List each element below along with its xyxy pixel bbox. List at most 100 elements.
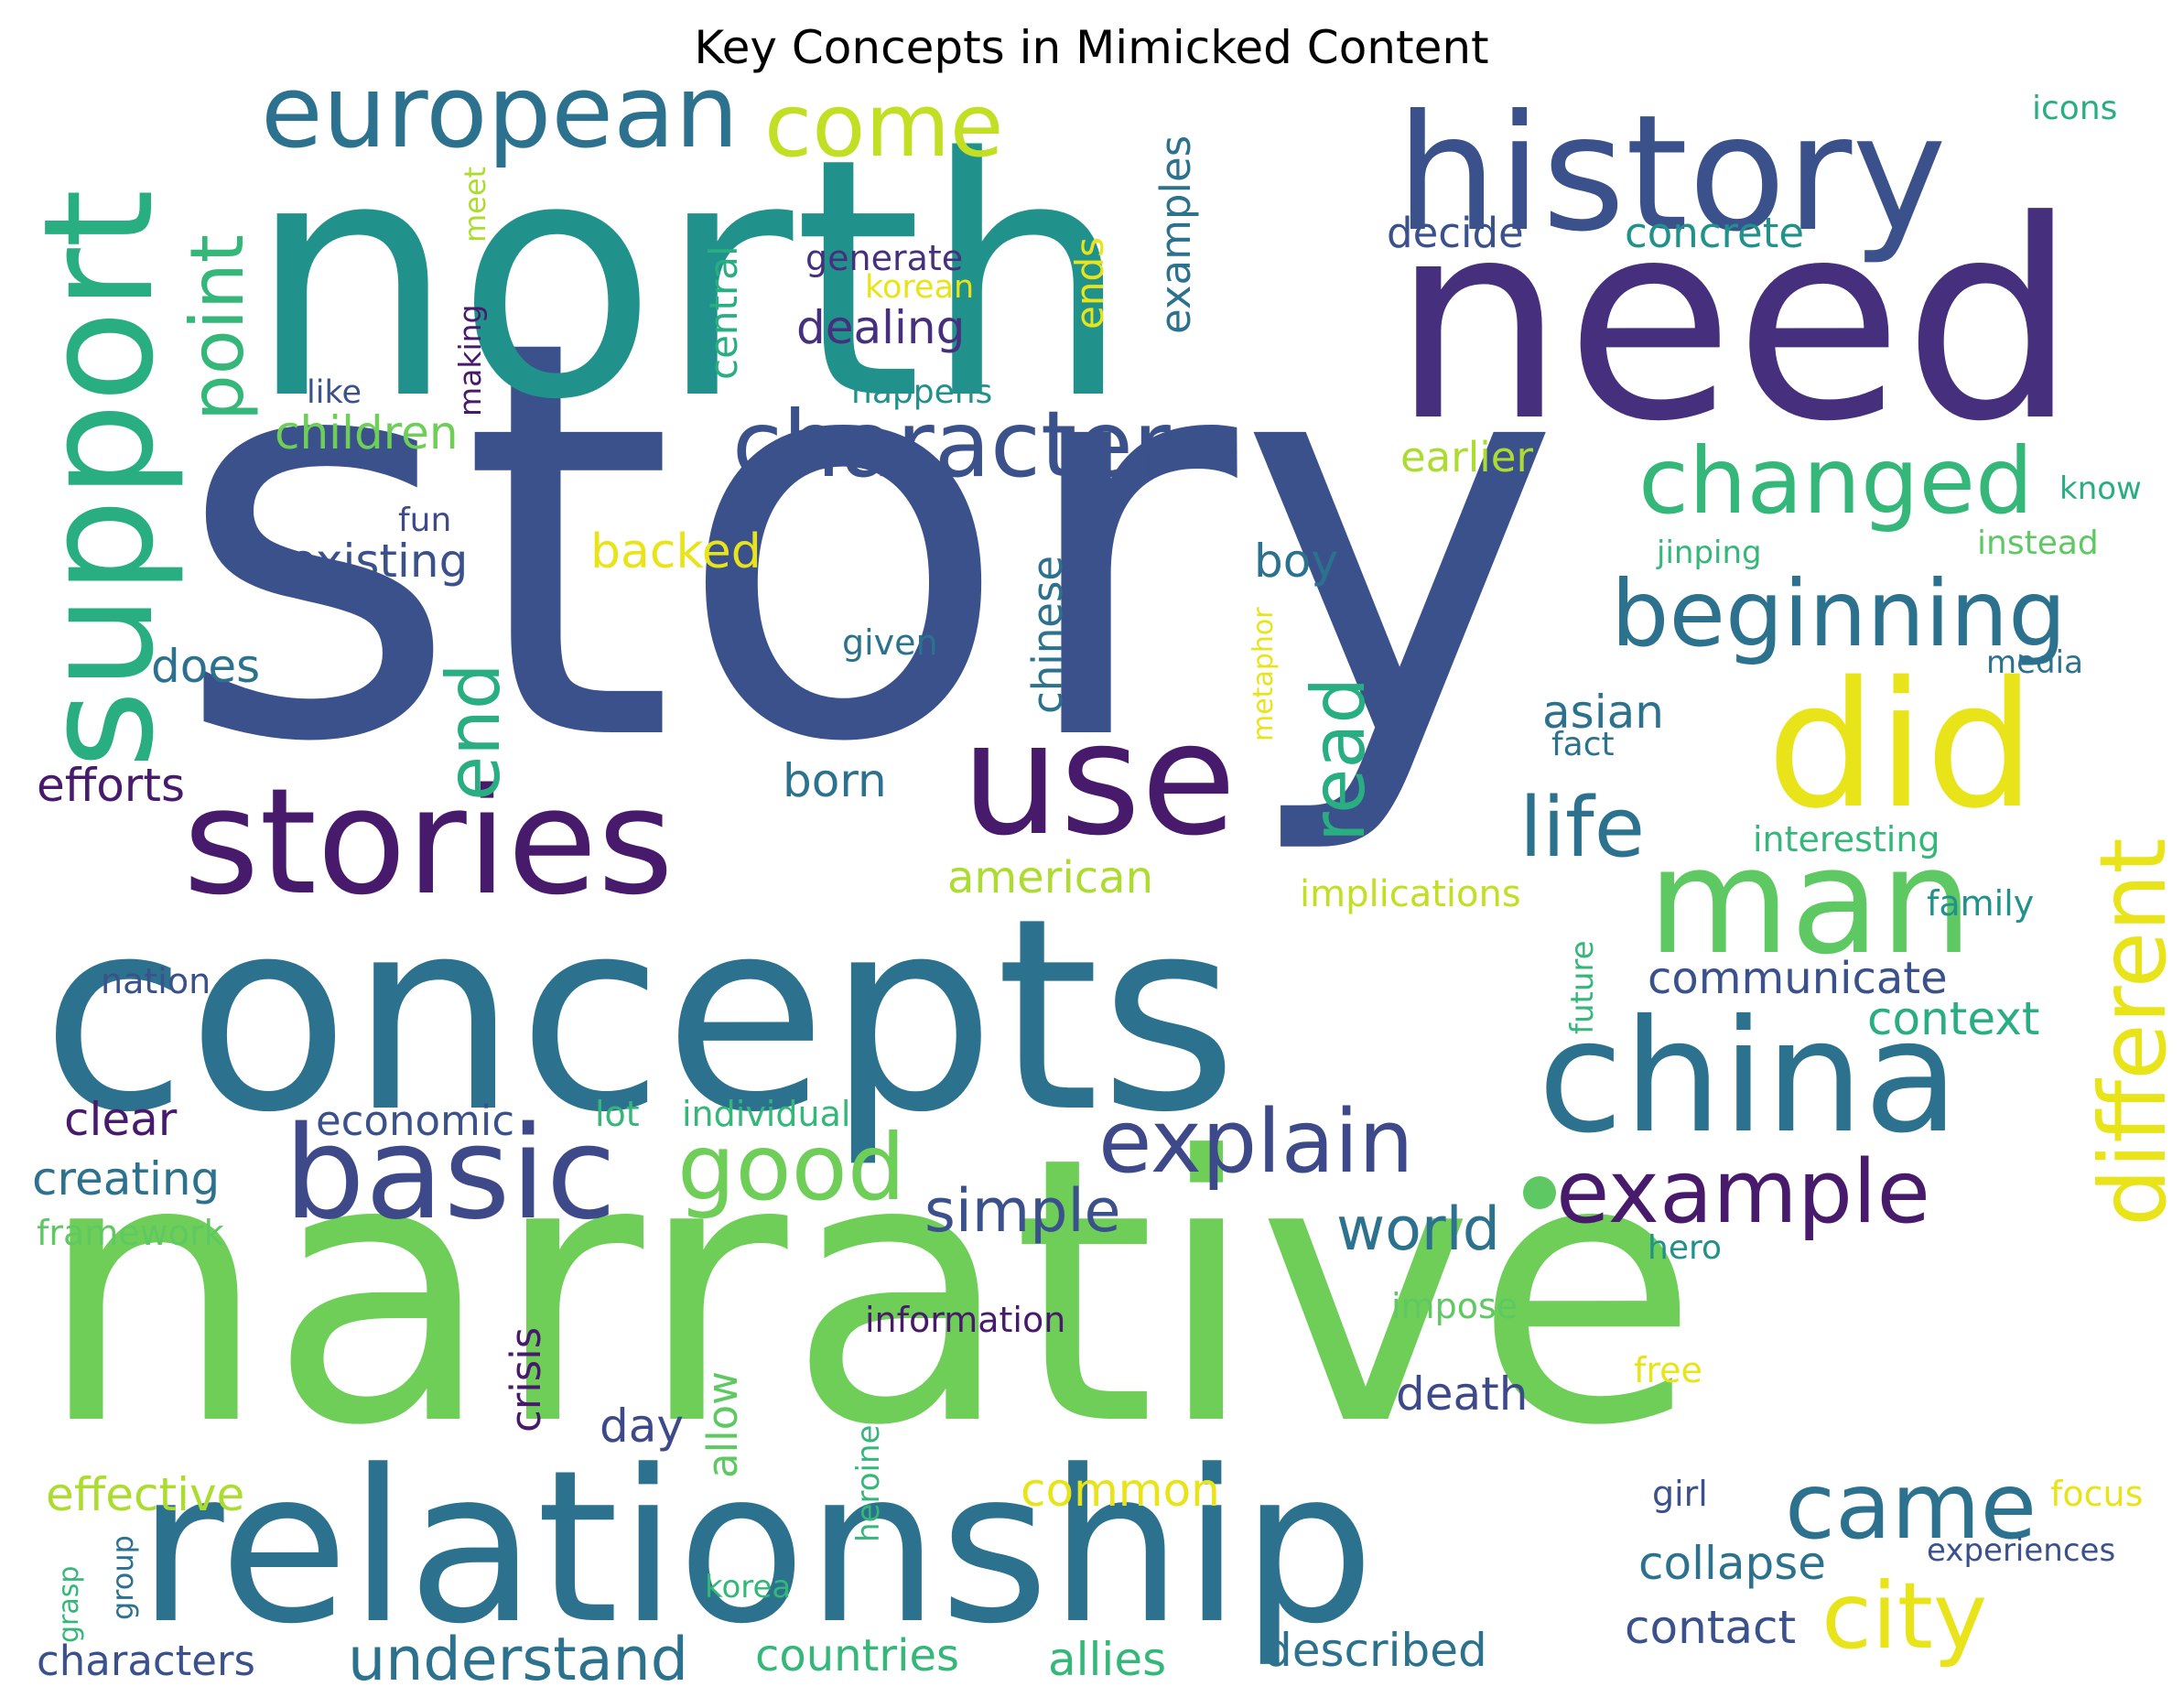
word-instead: instead [1977,524,2099,562]
word-girl: girl [1652,1474,1708,1514]
word-korea: korea [705,1569,791,1605]
word-like: like [307,374,362,411]
word-did: did [1767,644,2036,847]
word-city: city [1821,1562,1987,1670]
word-creating: creating [32,1152,220,1205]
word-born: born [783,754,887,807]
word-free: free [1634,1350,1702,1390]
word-china: china [1538,987,1959,1168]
word-individual: individual [682,1094,850,1134]
word-decide: decide [1387,209,1524,257]
word-implications: implications [1300,873,1521,915]
word-korean: korean [865,269,974,306]
word-family: family [1927,883,2034,924]
word-group: group [105,1535,140,1620]
word-came: came [1785,1453,2037,1560]
word-concepts: concepts [41,862,1237,1171]
word-jinping: jinping [1656,535,1762,571]
word-given: given [842,622,938,663]
word-changed: changed [1638,427,2034,535]
word-contact: contact [1625,1601,1796,1654]
word-existing: existing [288,535,468,588]
word-stories: stories [183,756,674,927]
word-does: does [151,640,260,693]
word-need: need [1391,162,2078,481]
word-end: end [431,663,516,801]
word-day: day [600,1400,684,1453]
word-come: come [764,76,1003,177]
word-clear: clear [64,1093,178,1146]
word-life: life [1519,780,1645,876]
word-point: point [175,234,260,421]
word-history: history [1396,81,1947,267]
word-north: north [247,88,1131,471]
word-economic: economic [316,1097,514,1145]
word-narrative: narrative [37,1080,1699,1506]
word-allies: allies [1048,1633,1166,1686]
chart-title: Key Concepts in Mimicked Content [694,21,1489,74]
word-efforts: efforts [37,759,185,812]
word-interesting: interesting [1753,819,1940,859]
word-children: children [275,406,459,459]
word-collapse: collapse [1638,1537,1826,1590]
word-story: story [174,222,1562,862]
word-asian: asian [1542,686,1664,739]
word-death: death [1396,1367,1528,1421]
word-basic: basic [284,1099,616,1249]
word-concrete: concrete [1625,209,1804,257]
word-explain: explain [1098,1092,1414,1193]
word-character: character [732,391,1172,498]
word-american: american [947,852,1153,903]
word-understand: understand [348,1626,688,1694]
word-media: media [1986,644,2083,681]
word-know: know [2059,470,2142,507]
word-dealing: dealing [796,301,965,354]
word-information: information [865,1300,1065,1340]
word-world: world [1336,1195,1500,1264]
word-support: support [11,189,187,770]
word-relationship: relationship [137,1426,1375,1670]
word-nation: nation [101,961,211,1001]
word-countries: countries [755,1630,959,1681]
word-focus: focus [2050,1474,2143,1514]
word-use: use [961,689,1237,870]
word-good: good [677,1114,905,1221]
word-happens: happens [851,373,992,411]
word-lot: lot [595,1094,640,1134]
word-making: making [452,304,488,416]
word-central: central [701,245,746,380]
word-meet: meet [458,167,492,243]
word-grasp: grasp [53,1566,85,1643]
word-hero: hero [1648,1229,1722,1267]
word-examples: examples [1151,135,1200,334]
word-fact: fact [1551,726,1615,763]
word-communicate: communicate [1648,953,1948,1004]
word-crisis: crisis [502,1327,550,1432]
word-man: man [1648,816,1972,987]
word-beginning: beginning [1611,560,2067,667]
word-generate: generate [805,238,963,278]
word-backed: backed [590,524,762,579]
word-metaphor: metaphor [1248,607,1280,741]
word-icons: icons [2032,90,2117,127]
word-common: common [1021,1464,1220,1517]
word-earlier: earlier [1400,433,1533,481]
word-context: context [1867,992,2039,1045]
word-future: future [1564,940,1601,1034]
word-boy: boy [1254,535,1338,588]
word-framework: framework [37,1213,224,1253]
word-impose: impose [1391,1286,1518,1326]
word-simple: simple [924,1177,1121,1246]
word-european: european [261,53,739,170]
word-described: described [1263,1624,1487,1677]
word-effective: effective [46,1468,244,1521]
word-ends: ends [1067,237,1112,330]
word-read: read [1296,677,1381,842]
word-fun: fun [398,502,451,539]
word-example: example [1556,1142,1930,1243]
word-allow: allow [698,1371,747,1478]
word-chinese: chinese [1023,556,1072,714]
word-characters: characters [37,1637,255,1685]
word-experiences: experiences [1927,1532,2115,1569]
